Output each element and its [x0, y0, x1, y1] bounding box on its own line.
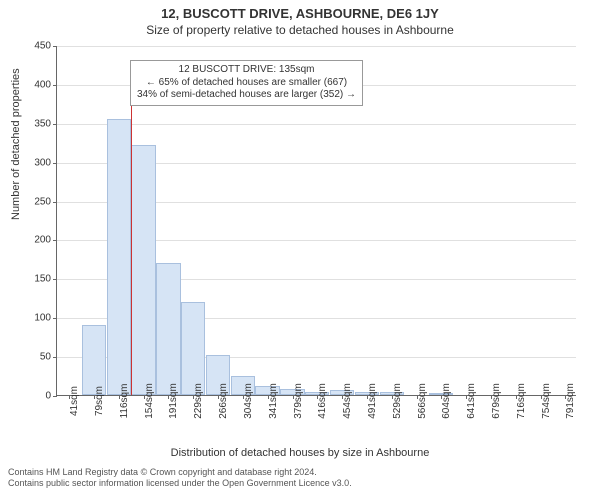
x-tick-label: 716sqm [516, 383, 527, 419]
histogram-bar [82, 325, 106, 395]
x-tick-label: 604sqm [441, 383, 452, 419]
y-tick-label: 100 [34, 313, 57, 324]
y-tick-label: 200 [34, 235, 57, 246]
y-tick-label: 150 [34, 274, 57, 285]
annotation-line: 34% of semi-detached houses are larger (… [137, 89, 356, 102]
y-tick-label: 450 [34, 41, 57, 52]
histogram-bar [131, 145, 155, 395]
x-tick-label: 791sqm [565, 383, 576, 419]
x-tick-label: 679sqm [491, 383, 502, 419]
y-tick-label: 250 [34, 196, 57, 207]
x-tick-label: 304sqm [243, 383, 254, 419]
annotation-box: 12 BUSCOTT DRIVE: 135sqm← 65% of detache… [130, 60, 363, 106]
histogram-bar [181, 302, 205, 395]
footer-line: Contains public sector information licen… [8, 478, 352, 489]
x-tick-label: 79sqm [94, 386, 105, 416]
histogram-bar [107, 119, 131, 395]
page-subtitle: Size of property relative to detached ho… [0, 21, 600, 37]
x-tick-label: 454sqm [342, 383, 353, 419]
x-tick-label: 266sqm [218, 383, 229, 419]
grid-line [57, 46, 576, 47]
y-tick-label: 300 [34, 157, 57, 168]
x-tick-label: 154sqm [144, 383, 155, 419]
y-tick-label: 50 [40, 352, 57, 363]
x-axis-label: Distribution of detached houses by size … [0, 447, 600, 459]
y-tick-label: 400 [34, 79, 57, 90]
x-tick-label: 491sqm [367, 383, 378, 419]
page-title: 12, BUSCOTT DRIVE, ASHBOURNE, DE6 1JY [0, 0, 600, 21]
x-tick-label: 41sqm [69, 386, 80, 416]
annotation-line: ← 65% of detached houses are smaller (66… [137, 77, 356, 90]
y-tick-label: 350 [34, 118, 57, 129]
x-tick-label: 416sqm [317, 383, 328, 419]
x-tick-label: 566sqm [417, 383, 428, 419]
x-tick-label: 379sqm [293, 383, 304, 419]
x-tick-label: 191sqm [168, 383, 179, 419]
y-tick-label: 0 [45, 391, 57, 402]
x-tick-label: 341sqm [268, 383, 279, 419]
histogram-plot: 05010015020025030035040045041sqm79sqm116… [56, 46, 576, 396]
annotation-line: 12 BUSCOTT DRIVE: 135sqm [137, 64, 356, 77]
footer-line: Contains HM Land Registry data © Crown c… [8, 467, 352, 478]
y-axis-label: Number of detached properties [10, 68, 22, 220]
x-tick-label: 641sqm [466, 383, 477, 419]
footer-attribution: Contains HM Land Registry data © Crown c… [8, 467, 352, 490]
x-tick-label: 529sqm [392, 383, 403, 419]
grid-line [57, 124, 576, 125]
x-tick-label: 229sqm [193, 383, 204, 419]
histogram-bar [156, 263, 180, 395]
x-tick-label: 116sqm [119, 384, 130, 419]
x-tick-label: 754sqm [541, 383, 552, 419]
reference-marker [131, 77, 132, 396]
